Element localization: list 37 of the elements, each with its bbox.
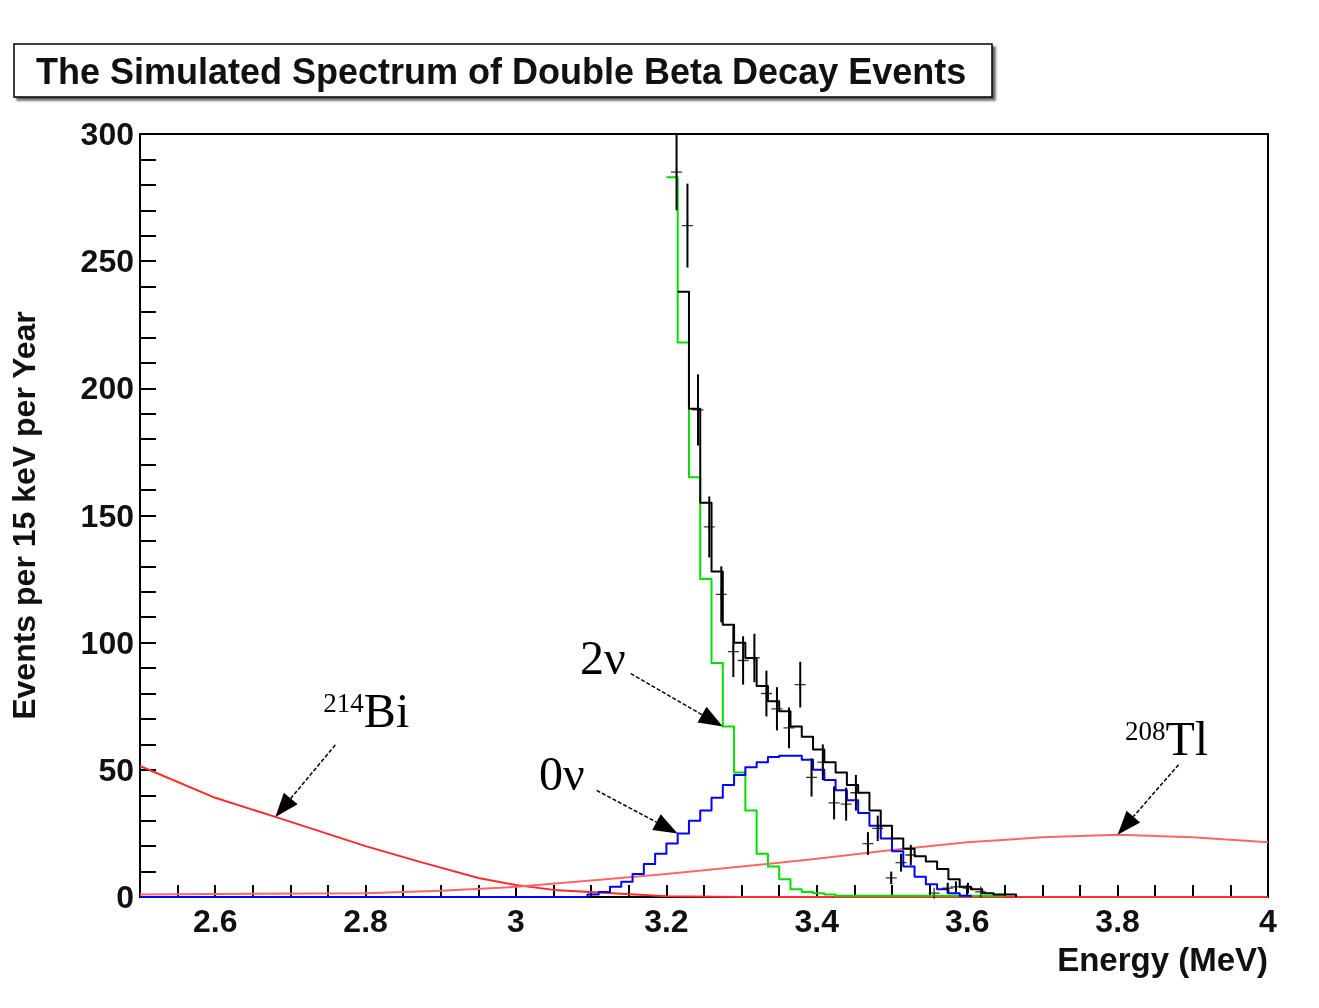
point	[928, 887, 940, 899]
point	[737, 654, 749, 666]
y-tick-label: 200	[80, 370, 134, 407]
y-tick-label: 300	[80, 116, 134, 152]
point	[962, 882, 974, 894]
y-tick-label: 100	[80, 624, 134, 661]
annotation: $^{214}$Bi	[323, 683, 410, 737]
x-tick-label: 4	[1259, 903, 1278, 939]
line-series	[139, 833, 1269, 896]
chart-title: The Simulated Spectrum of Double Beta Decay Events	[36, 50, 967, 92]
annotation: 2ν	[580, 630, 626, 684]
y-axis-title: Events per 15 keV per Year	[6, 311, 42, 720]
point	[942, 882, 954, 894]
x-tick-label: 2.8	[343, 903, 388, 939]
x-tick-label: 3.4	[794, 903, 840, 939]
y-tick-label: 150	[80, 497, 134, 534]
point	[840, 798, 852, 810]
y-tick-label: 250	[80, 243, 134, 280]
y-tick-label: 0	[116, 879, 134, 915]
point	[862, 838, 874, 850]
point	[671, 166, 683, 178]
x-axis-title: Energy (MeV)	[1057, 941, 1268, 978]
point	[703, 521, 715, 533]
x-tick-label: 3	[507, 903, 525, 939]
annotation: 0ν	[538, 747, 585, 801]
annotation: $^{208}$Tl	[1125, 711, 1209, 765]
point	[828, 797, 840, 809]
point	[850, 787, 862, 799]
point	[905, 849, 917, 861]
x-tick-label: 3.2	[644, 903, 689, 939]
x-tick-label: 3.6	[944, 903, 990, 939]
x-tick-label: 3.8	[1095, 903, 1140, 939]
point	[975, 886, 987, 898]
point	[771, 703, 783, 715]
x-tick-label: 2.6	[192, 903, 238, 939]
point	[950, 881, 962, 893]
y-tick-label: 50	[98, 751, 134, 788]
